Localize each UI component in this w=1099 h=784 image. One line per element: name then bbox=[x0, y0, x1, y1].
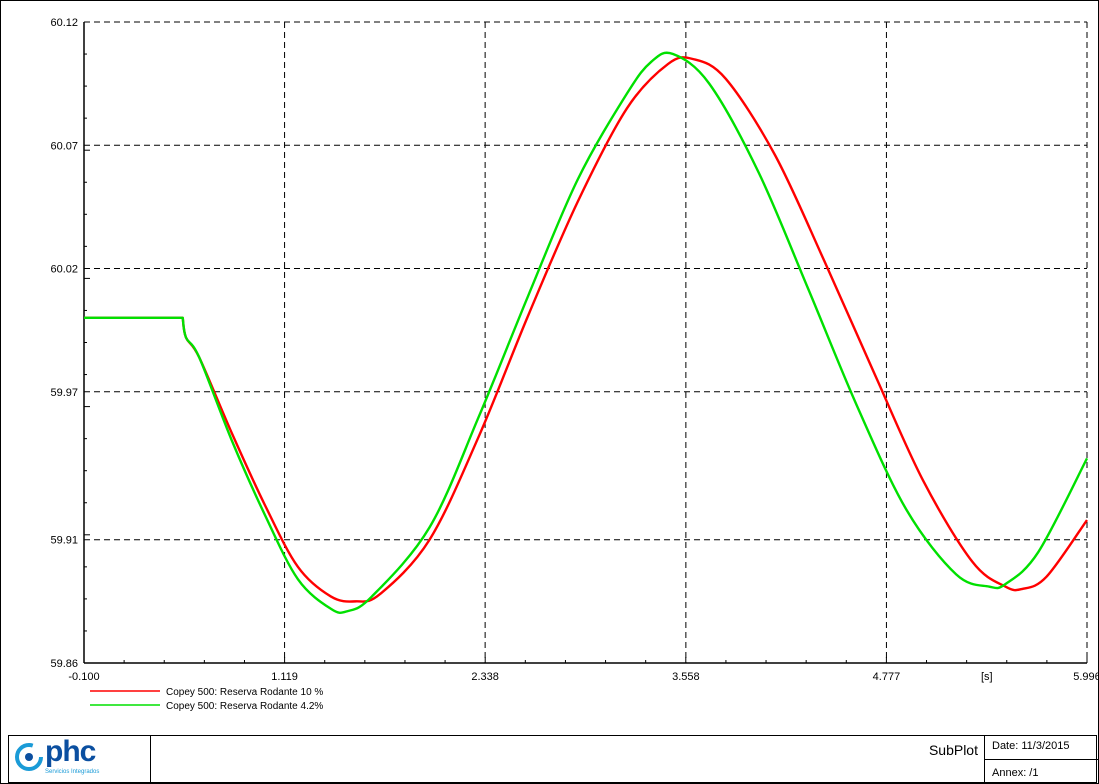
logo-circle-icon bbox=[15, 743, 43, 771]
annex-text: Annex: /1 bbox=[992, 767, 1039, 779]
x-tick-label: 5.996 bbox=[1073, 671, 1099, 683]
x-tick-label: -0.100 bbox=[68, 671, 99, 683]
legend-label-2: Copey 500: Reserva Rodante 4.2% bbox=[166, 701, 323, 712]
x-tick-label: 2.338 bbox=[471, 671, 499, 683]
date-text: Date: 11/3/2015 bbox=[985, 736, 1098, 760]
legend-label-1: Copey 500: Reserva Rodante 10 % bbox=[166, 687, 323, 698]
subplot-cell: SubPlot bbox=[151, 736, 985, 782]
logo-cell: phc Servicios Integrados bbox=[9, 735, 151, 782]
y-tick-label: 60.02 bbox=[50, 264, 78, 276]
logo-subtitle: Servicios Integrados bbox=[45, 769, 100, 775]
y-tick-label: 59.86 bbox=[50, 658, 78, 670]
x-tick-label: 3.558 bbox=[672, 671, 700, 683]
subplot-label: SubPlot bbox=[928, 742, 978, 758]
series-line-2 bbox=[84, 51, 1089, 614]
date-cell: Date: 11/3/2015 Annex: /1 bbox=[985, 736, 1098, 782]
y-tick-label: 59.91 bbox=[50, 535, 78, 547]
series-lines bbox=[84, 51, 1089, 614]
logo-text: phc bbox=[45, 735, 96, 768]
legend: Copey 500: Reserva Rodante 10 % Copey 500… bbox=[90, 687, 323, 712]
company-logo: phc Servicios Integrados bbox=[15, 735, 145, 781]
series-line-1 bbox=[84, 56, 1088, 603]
x-tick-label: 1.119 bbox=[271, 671, 298, 683]
x-axis-unit-label: [s] bbox=[981, 671, 993, 683]
y-tick-label: 60.07 bbox=[50, 140, 78, 152]
tick-labels: 59.86 59.91 59.97 60.02 60.07 60.12 -0.100 1.11… bbox=[50, 17, 1099, 683]
y-tick-label: 59.97 bbox=[50, 387, 78, 399]
line-chart: 59.86 59.91 59.97 60.02 60.07 60.12 -0.100 1.11… bbox=[50, 17, 1099, 712]
footer-bar: phc Servicios Integrados SubPlot Date: 1… bbox=[8, 735, 1098, 783]
plot-axes bbox=[83, 21, 1088, 664]
grid-lines bbox=[84, 21, 1088, 663]
x-tick-label: 4.777 bbox=[873, 671, 901, 683]
y-tick-label: 60.12 bbox=[50, 17, 78, 29]
